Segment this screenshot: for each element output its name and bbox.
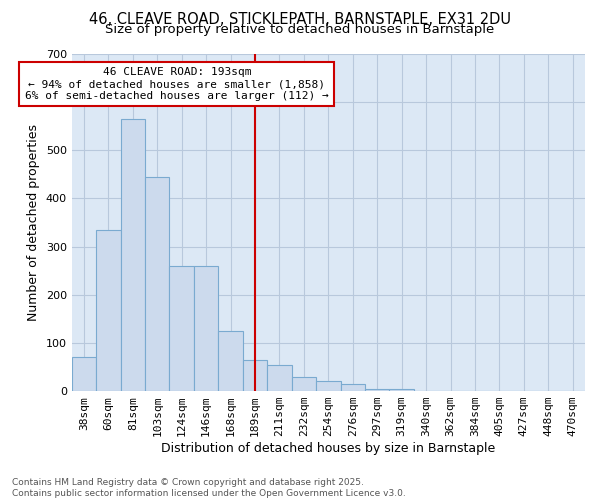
Bar bbox=[194, 266, 218, 391]
Bar bbox=[96, 230, 121, 391]
Bar bbox=[292, 376, 316, 391]
Y-axis label: Number of detached properties: Number of detached properties bbox=[27, 124, 40, 321]
Bar bbox=[389, 388, 414, 391]
Bar bbox=[341, 384, 365, 391]
Bar bbox=[365, 388, 389, 391]
Text: 46 CLEAVE ROAD: 193sqm
← 94% of detached houses are smaller (1,858)
6% of semi-d: 46 CLEAVE ROAD: 193sqm ← 94% of detached… bbox=[25, 68, 329, 100]
Text: 46, CLEAVE ROAD, STICKLEPATH, BARNSTAPLE, EX31 2DU: 46, CLEAVE ROAD, STICKLEPATH, BARNSTAPLE… bbox=[89, 12, 511, 28]
Bar bbox=[316, 382, 341, 391]
Bar bbox=[243, 360, 267, 391]
Bar bbox=[267, 364, 292, 391]
Bar bbox=[169, 266, 194, 391]
Bar bbox=[121, 119, 145, 391]
Bar bbox=[71, 358, 96, 391]
Bar bbox=[145, 177, 169, 391]
Bar bbox=[218, 331, 243, 391]
Text: Contains HM Land Registry data © Crown copyright and database right 2025.
Contai: Contains HM Land Registry data © Crown c… bbox=[12, 478, 406, 498]
Text: Size of property relative to detached houses in Barnstaple: Size of property relative to detached ho… bbox=[106, 22, 494, 36]
X-axis label: Distribution of detached houses by size in Barnstaple: Distribution of detached houses by size … bbox=[161, 442, 496, 455]
